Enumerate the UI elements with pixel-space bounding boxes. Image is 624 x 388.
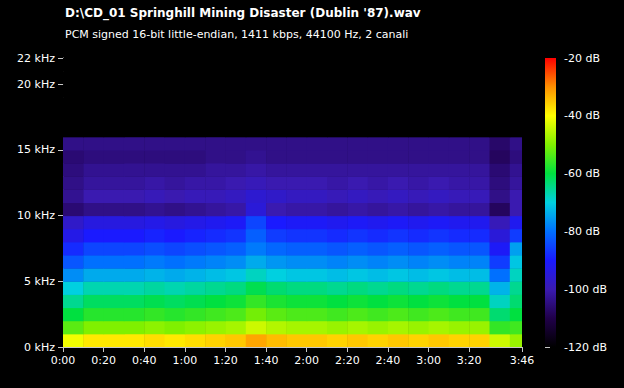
svg-text:3:20: 3:20 [457, 354, 482, 367]
svg-text:3:46: 3:46 [510, 354, 535, 367]
svg-text:1:20: 1:20 [213, 354, 238, 367]
svg-text:-20 dB: -20 dB [564, 52, 600, 65]
svg-text:-120 dB: -120 dB [564, 341, 607, 354]
svg-text:20 kHz: 20 kHz [17, 78, 55, 91]
svg-text:15 kHz: 15 kHz [17, 143, 55, 156]
svg-text:5 kHz: 5 kHz [24, 275, 55, 288]
svg-text:PCM signed 16-bit little-endia: PCM signed 16-bit little-endian, 1411 kb… [65, 28, 408, 41]
svg-text:3:00: 3:00 [416, 354, 441, 367]
svg-text:2:00: 2:00 [294, 354, 319, 367]
svg-text:-80 dB: -80 dB [564, 225, 600, 238]
svg-text:2:20: 2:20 [335, 354, 360, 367]
svg-text:2:40: 2:40 [376, 354, 401, 367]
svg-text:0 kHz: 0 kHz [24, 341, 55, 354]
svg-text:22 kHz: 22 kHz [17, 52, 55, 65]
svg-text:0:40: 0:40 [132, 354, 157, 367]
svg-text:0:00: 0:00 [51, 354, 76, 367]
svg-text:1:00: 1:00 [173, 354, 198, 367]
svg-text:1:40: 1:40 [254, 354, 279, 367]
svg-text:-40 dB: -40 dB [564, 109, 600, 122]
svg-text:-100 dB: -100 dB [564, 283, 607, 296]
svg-text:D:\CD_01 Springhill Mining Dis: D:\CD_01 Springhill Mining Disaster (Dub… [65, 6, 421, 21]
svg-text:10 kHz: 10 kHz [17, 209, 55, 222]
svg-text:-60 dB: -60 dB [564, 167, 600, 180]
svg-text:0:20: 0:20 [91, 354, 116, 367]
